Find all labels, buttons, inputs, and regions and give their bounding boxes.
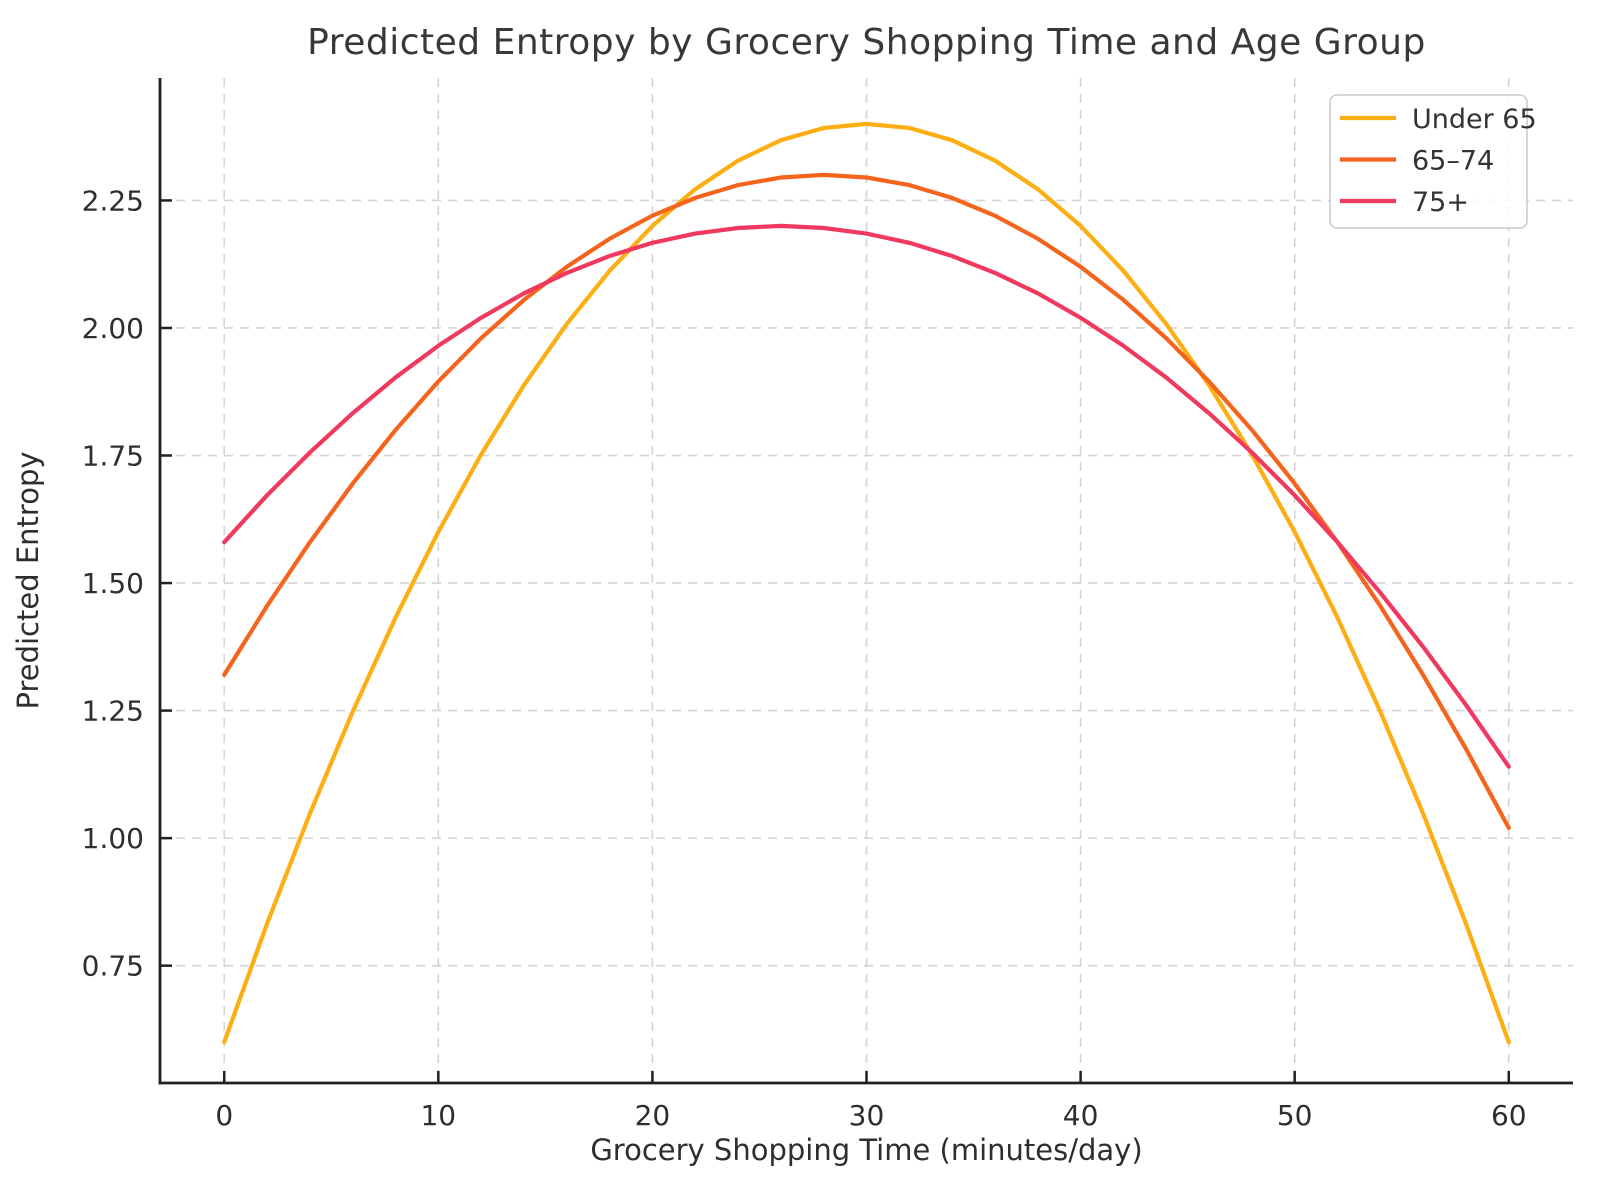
legend-label: Under 65 (1412, 104, 1537, 135)
series-line-75- (222, 223, 1511, 769)
x-tick-label: 0 (215, 1099, 233, 1132)
y-tick-label: 2.00 (82, 312, 144, 345)
legend-label: 75+ (1412, 187, 1469, 218)
x-axis-label: Grocery Shopping Time (minutes/day) (590, 1133, 1142, 1167)
x-tick-label: 50 (1277, 1099, 1313, 1132)
x-tick-label: 40 (1063, 1099, 1099, 1132)
x-tick-label: 10 (420, 1099, 456, 1132)
x-tick-label: 30 (849, 1099, 885, 1132)
y-tick-label: 1.00 (82, 822, 144, 855)
legend-label: 65–74 (1412, 146, 1494, 177)
chart-title: Predicted Entropy by Grocery Shopping Ti… (307, 22, 1426, 63)
y-tick-label: 1.50 (82, 567, 144, 600)
y-tick-label: 1.75 (82, 440, 144, 473)
legend-box (1329, 94, 1528, 229)
x-tick-label: 20 (635, 1099, 671, 1132)
y-tick-label: 0.75 (82, 950, 144, 983)
y-axis-label: Predicted Entropy (11, 451, 45, 709)
y-tick-label: 1.25 (82, 695, 144, 728)
x-tick-label: 60 (1491, 1099, 1527, 1132)
series-line-65-74 (222, 172, 1511, 830)
series-line-under-65 (222, 121, 1511, 1045)
y-tick-label: 2.25 (82, 184, 144, 217)
